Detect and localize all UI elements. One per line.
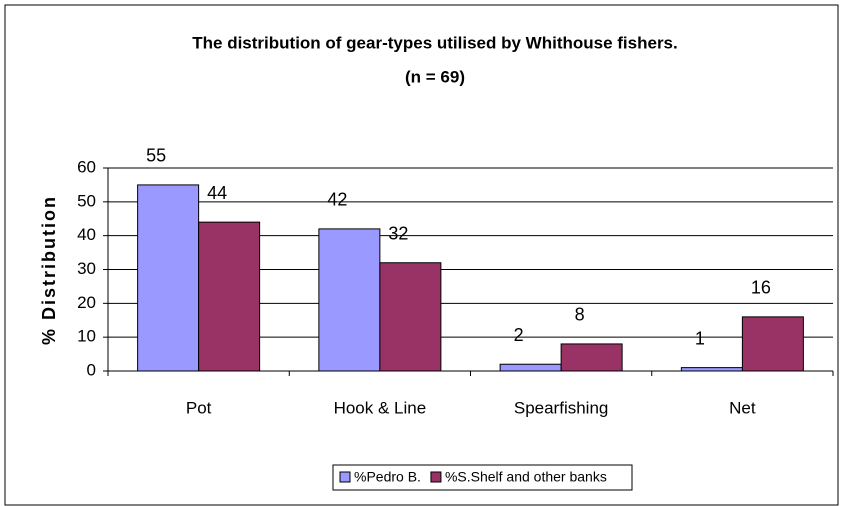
y-axis-label: % Distribution	[39, 195, 59, 345]
bar	[560, 343, 623, 372]
x-tick-label: Pot	[186, 398, 212, 417]
bar	[741, 316, 804, 372]
x-tick-label: Hook & Line	[334, 398, 427, 417]
legend-label: %Pedro B.	[354, 469, 421, 485]
y-tick-label: 20	[77, 293, 96, 312]
data-label: 42	[327, 190, 347, 210]
y-tick-label: 60	[77, 157, 96, 176]
chart-title: The distribution of gear-types utilised …	[192, 33, 678, 52]
data-label: 8	[575, 305, 585, 325]
y-tick-label: 0	[87, 360, 96, 379]
bar	[379, 262, 442, 372]
y-tick-label: 40	[77, 225, 96, 244]
data-label: 44	[207, 183, 227, 203]
data-label: 32	[388, 223, 408, 243]
data-label: 16	[751, 278, 771, 298]
data-label: 2	[514, 325, 524, 345]
legend-box	[332, 464, 633, 491]
x-tick-label: Spearfishing	[514, 398, 609, 417]
bar	[680, 367, 743, 372]
legend-swatch	[339, 471, 351, 483]
chart-subtitle: (n = 69)	[405, 67, 465, 86]
y-tick-label: 50	[77, 191, 96, 210]
bar	[137, 184, 200, 372]
data-label: 1	[695, 328, 705, 348]
bar	[318, 228, 381, 372]
data-label: 55	[146, 146, 166, 166]
legend-swatch	[430, 471, 442, 483]
y-tick-label: 10	[77, 327, 96, 346]
bar	[499, 363, 562, 372]
bar	[198, 221, 261, 372]
legend-label: %S.Shelf and other banks	[445, 469, 607, 485]
y-tick-label: 30	[77, 259, 96, 278]
x-tick-label: Net	[729, 398, 756, 417]
